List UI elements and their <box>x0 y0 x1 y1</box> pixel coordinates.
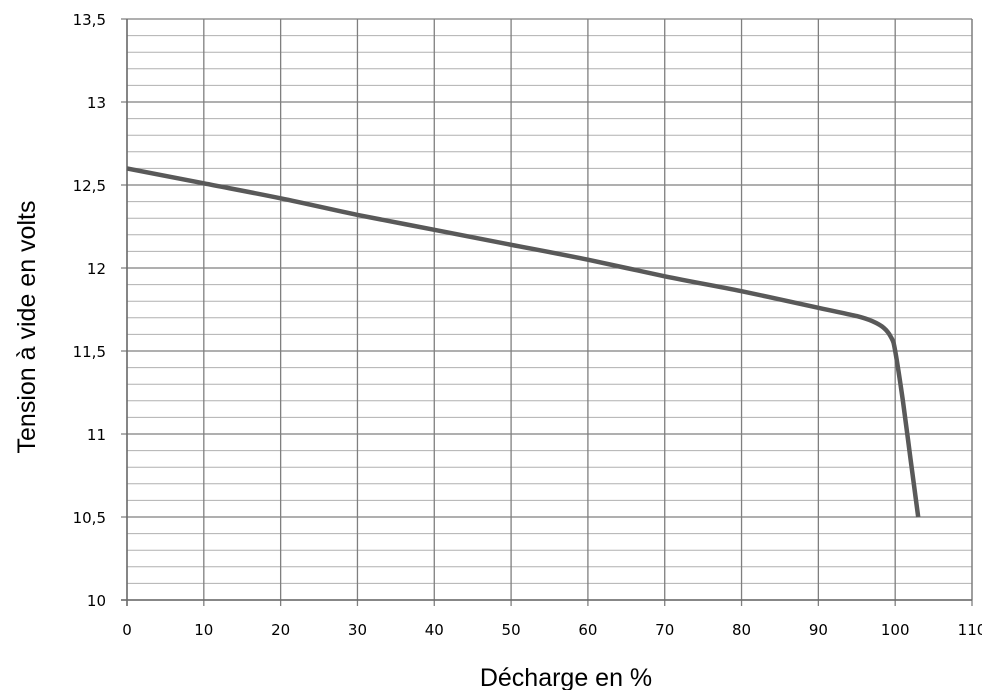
y-tick-label: 11,5 <box>73 343 106 361</box>
x-tick-label: 60 <box>578 621 597 639</box>
x-tick-label: 90 <box>809 621 828 639</box>
y-tick-label: 13,5 <box>73 11 106 29</box>
x-tick-label: 20 <box>271 621 290 639</box>
x-tick-label: 40 <box>425 621 444 639</box>
x-tick-label: 30 <box>348 621 367 639</box>
y-tick-labels: 10 10,5 11 11,5 12 12,5 13 13,5 <box>73 11 106 610</box>
y-tick-label: 12 <box>87 260 106 278</box>
y-tick-label: 12,5 <box>73 177 106 195</box>
x-tick-label: 100 <box>881 621 910 639</box>
y-tick-label: 10 <box>87 592 106 610</box>
x-axis-title: Décharge en % <box>480 664 652 690</box>
x-tick-label: 10 <box>194 621 213 639</box>
x-tick-label: 0 <box>122 621 132 639</box>
series-line <box>126 166 921 518</box>
y-tick-label: 10,5 <box>73 509 106 527</box>
x-tick-label: 70 <box>655 621 674 639</box>
y-tick-label: 11 <box>87 426 106 444</box>
y-axis-title: Tension à vide en volts <box>13 201 41 454</box>
x-tick-label: 50 <box>502 621 521 639</box>
major-gridlines <box>121 18 973 606</box>
minor-gridlines <box>127 35 972 584</box>
x-tick-labels: 0 10 20 30 40 50 60 70 80 90 100 110 <box>122 621 982 639</box>
y-tick-label: 13 <box>87 94 106 112</box>
x-tick-label: 80 <box>732 621 751 639</box>
x-tick-label: 110 <box>958 621 982 639</box>
series-layer <box>126 166 921 518</box>
